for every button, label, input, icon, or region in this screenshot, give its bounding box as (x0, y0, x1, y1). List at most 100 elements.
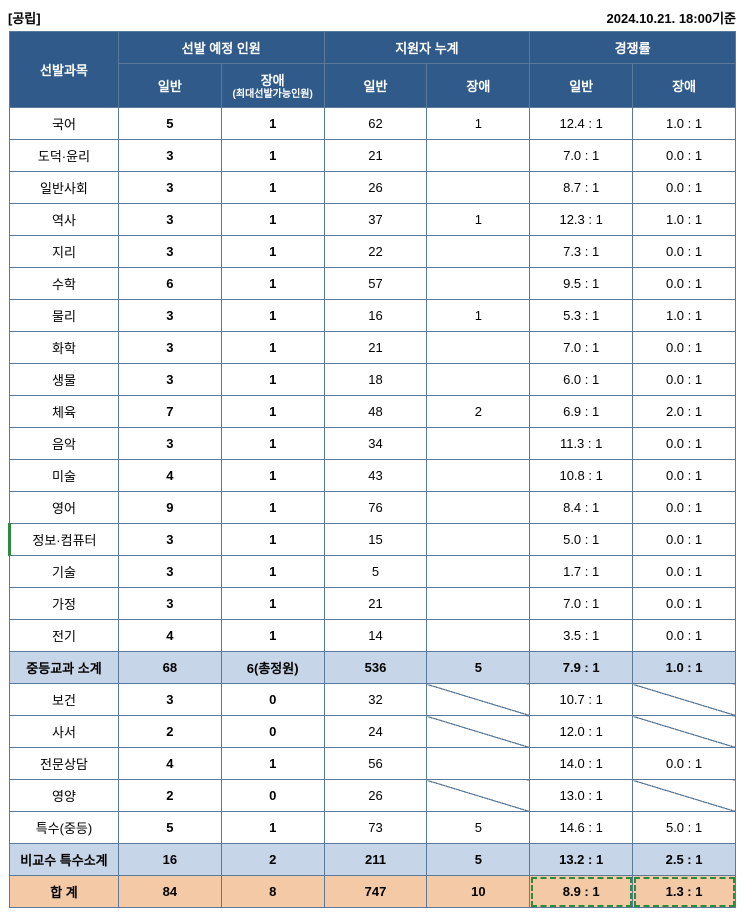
cell-ratio-disabled: 0.0 : 1 (633, 236, 736, 268)
cell-plan-general: 7 (118, 396, 221, 428)
cell-ratio-general: 13.0 : 1 (530, 780, 633, 812)
cell-plan-disabled: 1 (221, 332, 324, 364)
cell-ratio-disabled: 5.0 : 1 (633, 812, 736, 844)
cell-subject: 전기 (10, 620, 119, 652)
cell-ratio-disabled: 2.0 : 1 (633, 396, 736, 428)
col-app-disabled: 장애 (427, 64, 530, 108)
cell-app-disabled (427, 780, 530, 812)
cell-app-general: 18 (324, 364, 427, 396)
col-plan-disabled: 장애 (최대선발가능인원) (221, 64, 324, 108)
cell-ratio-general: 10.8 : 1 (530, 460, 633, 492)
cell-ratio-general: 14.0 : 1 (530, 748, 633, 780)
cell-plan-general: 3 (118, 140, 221, 172)
table-row: 생물31186.0 : 10.0 : 1 (10, 364, 736, 396)
cell-ratio-general: 3.5 : 1 (530, 620, 633, 652)
cell-app-disabled: 5 (427, 844, 530, 876)
cell-app-general: 21 (324, 588, 427, 620)
cell-app-general: 211 (324, 844, 427, 876)
cell-plan-general: 5 (118, 108, 221, 140)
cell-plan-general: 3 (118, 684, 221, 716)
cell-subject: 생물 (10, 364, 119, 396)
cell-app-general: 21 (324, 332, 427, 364)
table-row: 음악313411.3 : 10.0 : 1 (10, 428, 736, 460)
col-subject: 선발과목 (10, 32, 119, 108)
cell-ratio-general: 14.6 : 1 (530, 812, 633, 844)
cell-ratio-disabled: 0.0 : 1 (633, 620, 736, 652)
cell-ratio-disabled: 0.0 : 1 (633, 172, 736, 204)
cell-plan-disabled: 1 (221, 364, 324, 396)
cell-plan-disabled: 1 (221, 588, 324, 620)
cell-ratio-general: 12.0 : 1 (530, 716, 633, 748)
cell-plan-disabled: 1 (221, 300, 324, 332)
cell-ratio-general: 5.0 : 1 (530, 524, 633, 556)
cell-plan-general: 3 (118, 428, 221, 460)
cell-app-disabled: 1 (427, 300, 530, 332)
cell-subject: 국어 (10, 108, 119, 140)
col-plan-general: 일반 (118, 64, 221, 108)
cell-plan-general: 6 (118, 268, 221, 300)
cell-subject: 비교수 특수소계 (10, 844, 119, 876)
cell-app-general: 15 (324, 524, 427, 556)
right-label: 2024.10.21. 18:00기준 (607, 8, 736, 27)
cell-subject: 전문상담 (10, 748, 119, 780)
cell-plan-disabled: 1 (221, 172, 324, 204)
cell-subject: 특수(중등) (10, 812, 119, 844)
cell-app-general: 48 (324, 396, 427, 428)
cell-app-disabled (427, 748, 530, 780)
col-ratio: 경쟁률 (530, 32, 736, 64)
table-row: 미술414310.8 : 10.0 : 1 (10, 460, 736, 492)
cell-plan-disabled: 1 (221, 620, 324, 652)
cell-ratio-disabled: 0.0 : 1 (633, 428, 736, 460)
table-row: 화학31217.0 : 10.0 : 1 (10, 332, 736, 364)
cell-subject: 영양 (10, 780, 119, 812)
cell-app-disabled: 2 (427, 396, 530, 428)
cell-app-general: 32 (324, 684, 427, 716)
cell-ratio-general: 12.3 : 1 (530, 204, 633, 236)
cell-app-disabled: 5 (427, 812, 530, 844)
table-row: 국어5162112.4 : 11.0 : 1 (10, 108, 736, 140)
cell-app-disabled (427, 556, 530, 588)
cell-ratio-disabled: 0.0 : 1 (633, 268, 736, 300)
cell-subject: 보건 (10, 684, 119, 716)
col-ratio-disabled: 장애 (633, 64, 736, 108)
cell-app-disabled (427, 524, 530, 556)
cell-app-disabled (427, 684, 530, 716)
top-header: [공립] 2024.10.21. 18:00기준 (8, 8, 736, 27)
cell-app-disabled (427, 716, 530, 748)
cell-app-disabled (427, 588, 530, 620)
table-row: 가정31217.0 : 10.0 : 1 (10, 588, 736, 620)
cell-app-general: 22 (324, 236, 427, 268)
cell-app-general: 26 (324, 172, 427, 204)
cell-ratio-disabled: 2.5 : 1 (633, 844, 736, 876)
cell-plan-general: 3 (118, 300, 221, 332)
cell-ratio-disabled: 0.0 : 1 (633, 364, 736, 396)
cell-plan-general: 3 (118, 556, 221, 588)
cell-plan-disabled: 1 (221, 556, 324, 588)
table-row: 역사3137112.3 : 11.0 : 1 (10, 204, 736, 236)
cell-ratio-general: 8.9 : 1 (530, 876, 633, 908)
cell-app-general: 73 (324, 812, 427, 844)
table-row: 정보·컴퓨터31155.0 : 10.0 : 1 (10, 524, 736, 556)
cell-plan-disabled: 1 (221, 748, 324, 780)
cell-app-general: 56 (324, 748, 427, 780)
table-row: 영어91768.4 : 10.0 : 1 (10, 492, 736, 524)
cell-app-general: 5 (324, 556, 427, 588)
cell-ratio-disabled: 0.0 : 1 (633, 492, 736, 524)
cell-plan-general: 3 (118, 588, 221, 620)
col-ratio-general: 일반 (530, 64, 633, 108)
cell-ratio-disabled: 0.0 : 1 (633, 748, 736, 780)
cell-app-general: 34 (324, 428, 427, 460)
competition-table: 선발과목 선발 예정 인원 지원자 누계 경쟁률 일반 장애 (최대선발가능인원… (8, 31, 736, 908)
cell-ratio-general: 10.7 : 1 (530, 684, 633, 716)
cell-plan-general: 2 (118, 716, 221, 748)
cell-plan-disabled: 1 (221, 428, 324, 460)
col-app-general: 일반 (324, 64, 427, 108)
cell-ratio-general: 1.7 : 1 (530, 556, 633, 588)
table-row: 전문상담415614.0 : 10.0 : 1 (10, 748, 736, 780)
cell-app-general: 14 (324, 620, 427, 652)
cell-plan-disabled: 1 (221, 236, 324, 268)
cell-plan-disabled: 8 (221, 876, 324, 908)
cell-ratio-general: 13.2 : 1 (530, 844, 633, 876)
cell-ratio-disabled: 0.0 : 1 (633, 140, 736, 172)
cell-plan-general: 9 (118, 492, 221, 524)
